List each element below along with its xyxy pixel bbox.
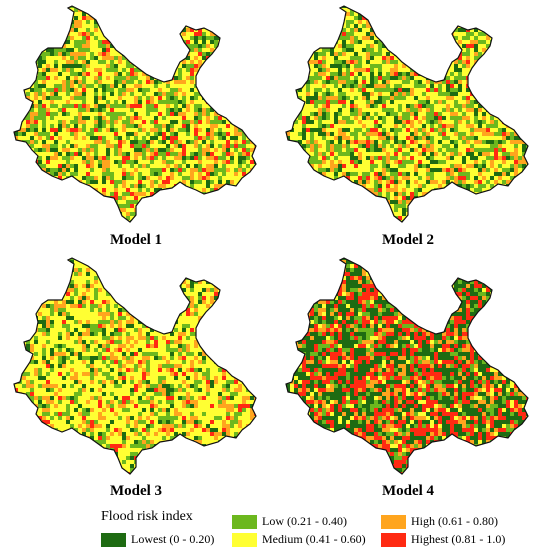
legend-title: Flood risk index — [101, 509, 193, 524]
map-panel-model-2: Model 2 — [272, 0, 544, 255]
map-panel-model-1: Model 1 — [0, 0, 272, 255]
map-boundary — [285, 257, 529, 475]
risk-raster — [286, 6, 528, 222]
legend-swatch-lowest — [101, 533, 126, 547]
panel-title-model-2: Model 2 — [381, 232, 435, 248]
panel-title-model-1: Model 1 — [109, 232, 163, 248]
map-model-4 — [285, 257, 529, 475]
legend-label-low: Low (0.21 - 0.40) — [262, 514, 347, 528]
panel-title-model-3: Model 3 — [109, 483, 163, 499]
legend-swatch-medium — [232, 533, 257, 547]
map-model-3 — [13, 257, 257, 475]
legend-swatch-highest — [381, 533, 406, 547]
risk-raster — [14, 6, 256, 222]
map-panel-model-3: Model 3 — [0, 252, 272, 507]
legend-label-high: High (0.61 - 0.80) — [411, 514, 498, 528]
risk-raster — [286, 258, 528, 474]
legend: Flood risk index Lowest (0 - 0.20) Low (… — [0, 505, 544, 550]
map-panel-model-4: Model 4 — [272, 252, 544, 507]
risk-raster — [14, 258, 256, 474]
legend-label-medium: Medium (0.41 - 0.60) — [262, 532, 366, 546]
map-model-2 — [285, 5, 529, 223]
panel-title-model-4: Model 4 — [381, 483, 435, 499]
map-boundary — [13, 5, 257, 223]
map-model-1 — [13, 5, 257, 223]
legend-label-highest: Highest (0.81 - 1.0) — [411, 532, 506, 546]
legend-swatch-low — [232, 515, 257, 529]
legend-label-lowest: Lowest (0 - 0.20) — [131, 532, 215, 546]
map-boundary — [285, 5, 529, 223]
legend-swatch-high — [381, 515, 406, 529]
map-boundary — [13, 257, 257, 475]
